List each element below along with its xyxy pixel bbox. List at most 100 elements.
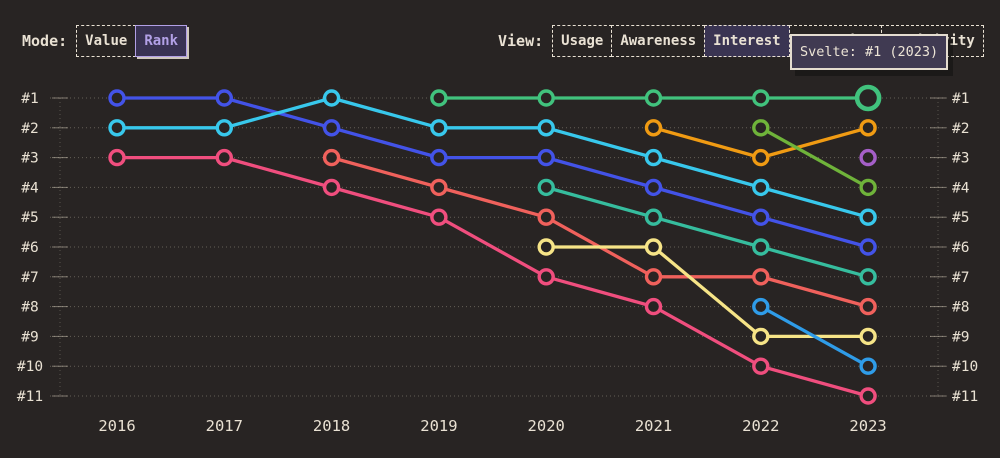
marker-cyan-2021[interactable] <box>644 148 663 167</box>
marker-rose-2018[interactable] <box>322 178 341 197</box>
rank-label-left-#8: #8 <box>21 300 38 316</box>
rank-label-left-#10: #10 <box>17 359 43 375</box>
year-label-2021: 2021 <box>635 417 672 435</box>
marker-red-2021[interactable] <box>644 268 663 286</box>
marker-cyan-2023[interactable] <box>859 208 877 226</box>
line-cyan <box>115 96 870 219</box>
marker-cyan-2018[interactable] <box>322 89 341 107</box>
rank-label-right-#5: #5 <box>952 210 969 226</box>
marker-teal-2022[interactable] <box>752 238 770 256</box>
rank-label-right-#1: #1 <box>952 91 969 107</box>
view-toggle-group: View: Usage Awareness Interest Retention… <box>498 25 984 57</box>
rank-label-left-#5: #5 <box>21 210 38 226</box>
rank-label-left-#11: #11 <box>17 389 43 405</box>
marker-yellow-2021[interactable] <box>644 238 663 256</box>
marker-sky-2022[interactable] <box>752 297 770 316</box>
marker-teal-2023[interactable] <box>859 268 877 286</box>
marker-green-2023[interactable] <box>859 178 877 197</box>
rank-label-right-#10: #10 <box>952 359 978 375</box>
rank-label-right-#6: #6 <box>952 240 969 256</box>
marker-rose-2022[interactable] <box>752 357 770 375</box>
marker-rose-2016[interactable] <box>108 148 126 167</box>
year-label-2022: 2022 <box>742 417 779 435</box>
marker-cyan-2022[interactable] <box>752 178 770 197</box>
marker-red-2019[interactable] <box>430 178 448 197</box>
view-option-usage[interactable]: Usage <box>552 25 613 57</box>
year-label-2016: 2016 <box>98 417 135 435</box>
marker-yellow-2020[interactable] <box>537 238 555 256</box>
marker-cyan-2016[interactable] <box>108 119 126 137</box>
marker-Svelte-2019[interactable] <box>430 89 448 107</box>
year-label-2019: 2019 <box>420 417 457 435</box>
rank-label-right-#2: #2 <box>952 121 969 137</box>
marker-Svelte-2023[interactable] <box>854 84 882 112</box>
marker-rose-2023[interactable] <box>859 387 877 405</box>
marker-sky-2023[interactable] <box>859 357 877 375</box>
marker-teal-2020[interactable] <box>537 178 555 197</box>
line-rose <box>115 155 870 398</box>
marker-blue-2019[interactable] <box>430 148 448 167</box>
marker-Svelte-2021[interactable] <box>644 89 663 107</box>
marker-yellow-2022[interactable] <box>752 327 770 346</box>
marker-orange-2021[interactable] <box>644 119 663 137</box>
year-label-2017: 2017 <box>206 417 243 435</box>
rank-label-right-#3: #3 <box>952 151 969 167</box>
rank-label-left-#1: #1 <box>21 91 38 107</box>
marker-red-2023[interactable] <box>859 297 877 316</box>
marker-Svelte-2022[interactable] <box>752 89 770 107</box>
marker-rose-2020[interactable] <box>537 268 555 286</box>
view-option-retention[interactable]: Retention <box>788 25 883 57</box>
rank-label-right-#9: #9 <box>952 329 969 345</box>
line-red <box>329 155 870 309</box>
marker-teal-2021[interactable] <box>644 208 663 226</box>
rank-label-left-#3: #3 <box>21 151 38 167</box>
marker-rose-2019[interactable] <box>430 208 448 226</box>
rank-label-right-#8: #8 <box>952 300 969 316</box>
marker-blue-2016[interactable] <box>108 89 126 107</box>
mode-toggle-group: Mode: Value Rank <box>22 25 188 57</box>
rank-label-right-#4: #4 <box>952 180 970 196</box>
line-blue <box>115 96 870 249</box>
rank-label-left-#2: #2 <box>21 121 38 137</box>
rank-label-left-#9: #9 <box>21 329 38 345</box>
marker-blue-2018[interactable] <box>322 119 341 137</box>
marker-red-2022[interactable] <box>752 268 770 286</box>
marker-blue-2021[interactable] <box>644 178 663 197</box>
marker-green-2022[interactable] <box>752 119 770 137</box>
marker-cyan-2020[interactable] <box>537 119 555 137</box>
marker-rose-2021[interactable] <box>644 297 663 316</box>
marker-purple-2023[interactable] <box>859 148 877 167</box>
marker-cyan-2019[interactable] <box>430 119 448 137</box>
mode-option-value[interactable]: Value <box>76 25 137 57</box>
view-option-interest[interactable]: Interest <box>704 25 790 57</box>
marker-blue-2022[interactable] <box>752 208 770 226</box>
mode-option-rank[interactable]: Rank <box>135 25 188 57</box>
line-teal <box>544 185 870 279</box>
view-option-positivity[interactable]: Positivity <box>881 25 984 57</box>
year-label-2020: 2020 <box>528 417 565 435</box>
marker-blue-2017[interactable] <box>215 89 234 107</box>
line-sky <box>759 304 870 368</box>
rank-label-left-#6: #6 <box>21 240 38 256</box>
rank-label-right-#11: #11 <box>952 389 978 405</box>
marker-orange-2023[interactable] <box>859 119 877 137</box>
marker-blue-2020[interactable] <box>537 148 555 167</box>
view-label: View: <box>498 32 544 50</box>
marker-rose-2017[interactable] <box>215 148 234 167</box>
view-option-awareness[interactable]: Awareness <box>611 25 706 57</box>
rank-label-left-#4: #4 <box>21 180 39 196</box>
year-label-2018: 2018 <box>313 417 350 435</box>
line-green <box>759 126 870 190</box>
marker-orange-2022[interactable] <box>752 148 770 167</box>
marker-red-2020[interactable] <box>537 208 555 226</box>
mode-label: Mode: <box>22 32 68 50</box>
marker-yellow-2023[interactable] <box>859 327 877 346</box>
marker-red-2018[interactable] <box>322 148 341 167</box>
year-label-2023: 2023 <box>849 417 886 435</box>
marker-cyan-2017[interactable] <box>215 119 234 137</box>
rank-label-right-#7: #7 <box>952 270 969 286</box>
rank-label-left-#7: #7 <box>21 270 38 286</box>
marker-blue-2023[interactable] <box>859 238 877 256</box>
marker-Svelte-2020[interactable] <box>537 89 555 107</box>
